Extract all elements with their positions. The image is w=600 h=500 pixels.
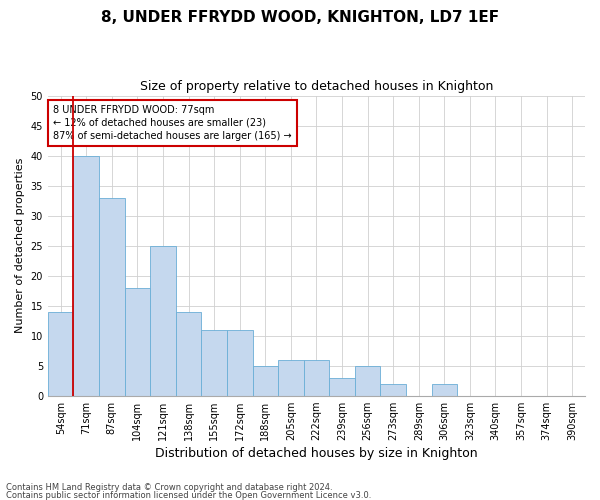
Bar (329, 378, 355, 396)
Bar (73, 156, 99, 396)
Bar (125, 288, 150, 396)
Text: 8, UNDER FFRYDD WOOD, KNIGHTON, LD7 1EF: 8, UNDER FFRYDD WOOD, KNIGHTON, LD7 1EF (101, 10, 499, 25)
Bar (227, 330, 253, 396)
Bar (278, 360, 304, 396)
Bar (202, 330, 227, 396)
Bar (48, 312, 73, 396)
Bar (99, 198, 125, 396)
X-axis label: Distribution of detached houses by size in Knighton: Distribution of detached houses by size … (155, 447, 478, 460)
Text: Contains public sector information licensed under the Open Government Licence v3: Contains public sector information licen… (6, 490, 371, 500)
Bar (150, 246, 176, 396)
Bar (304, 360, 329, 396)
Title: Size of property relative to detached houses in Knighton: Size of property relative to detached ho… (140, 80, 493, 93)
Y-axis label: Number of detached properties: Number of detached properties (15, 158, 25, 334)
Bar (380, 384, 406, 396)
Bar (176, 312, 202, 396)
Bar (431, 384, 457, 396)
Bar (253, 366, 278, 396)
Text: 8 UNDER FFRYDD WOOD: 77sqm
← 12% of detached houses are smaller (23)
87% of semi: 8 UNDER FFRYDD WOOD: 77sqm ← 12% of deta… (53, 104, 292, 141)
Bar (355, 366, 380, 396)
Text: Contains HM Land Registry data © Crown copyright and database right 2024.: Contains HM Land Registry data © Crown c… (6, 484, 332, 492)
